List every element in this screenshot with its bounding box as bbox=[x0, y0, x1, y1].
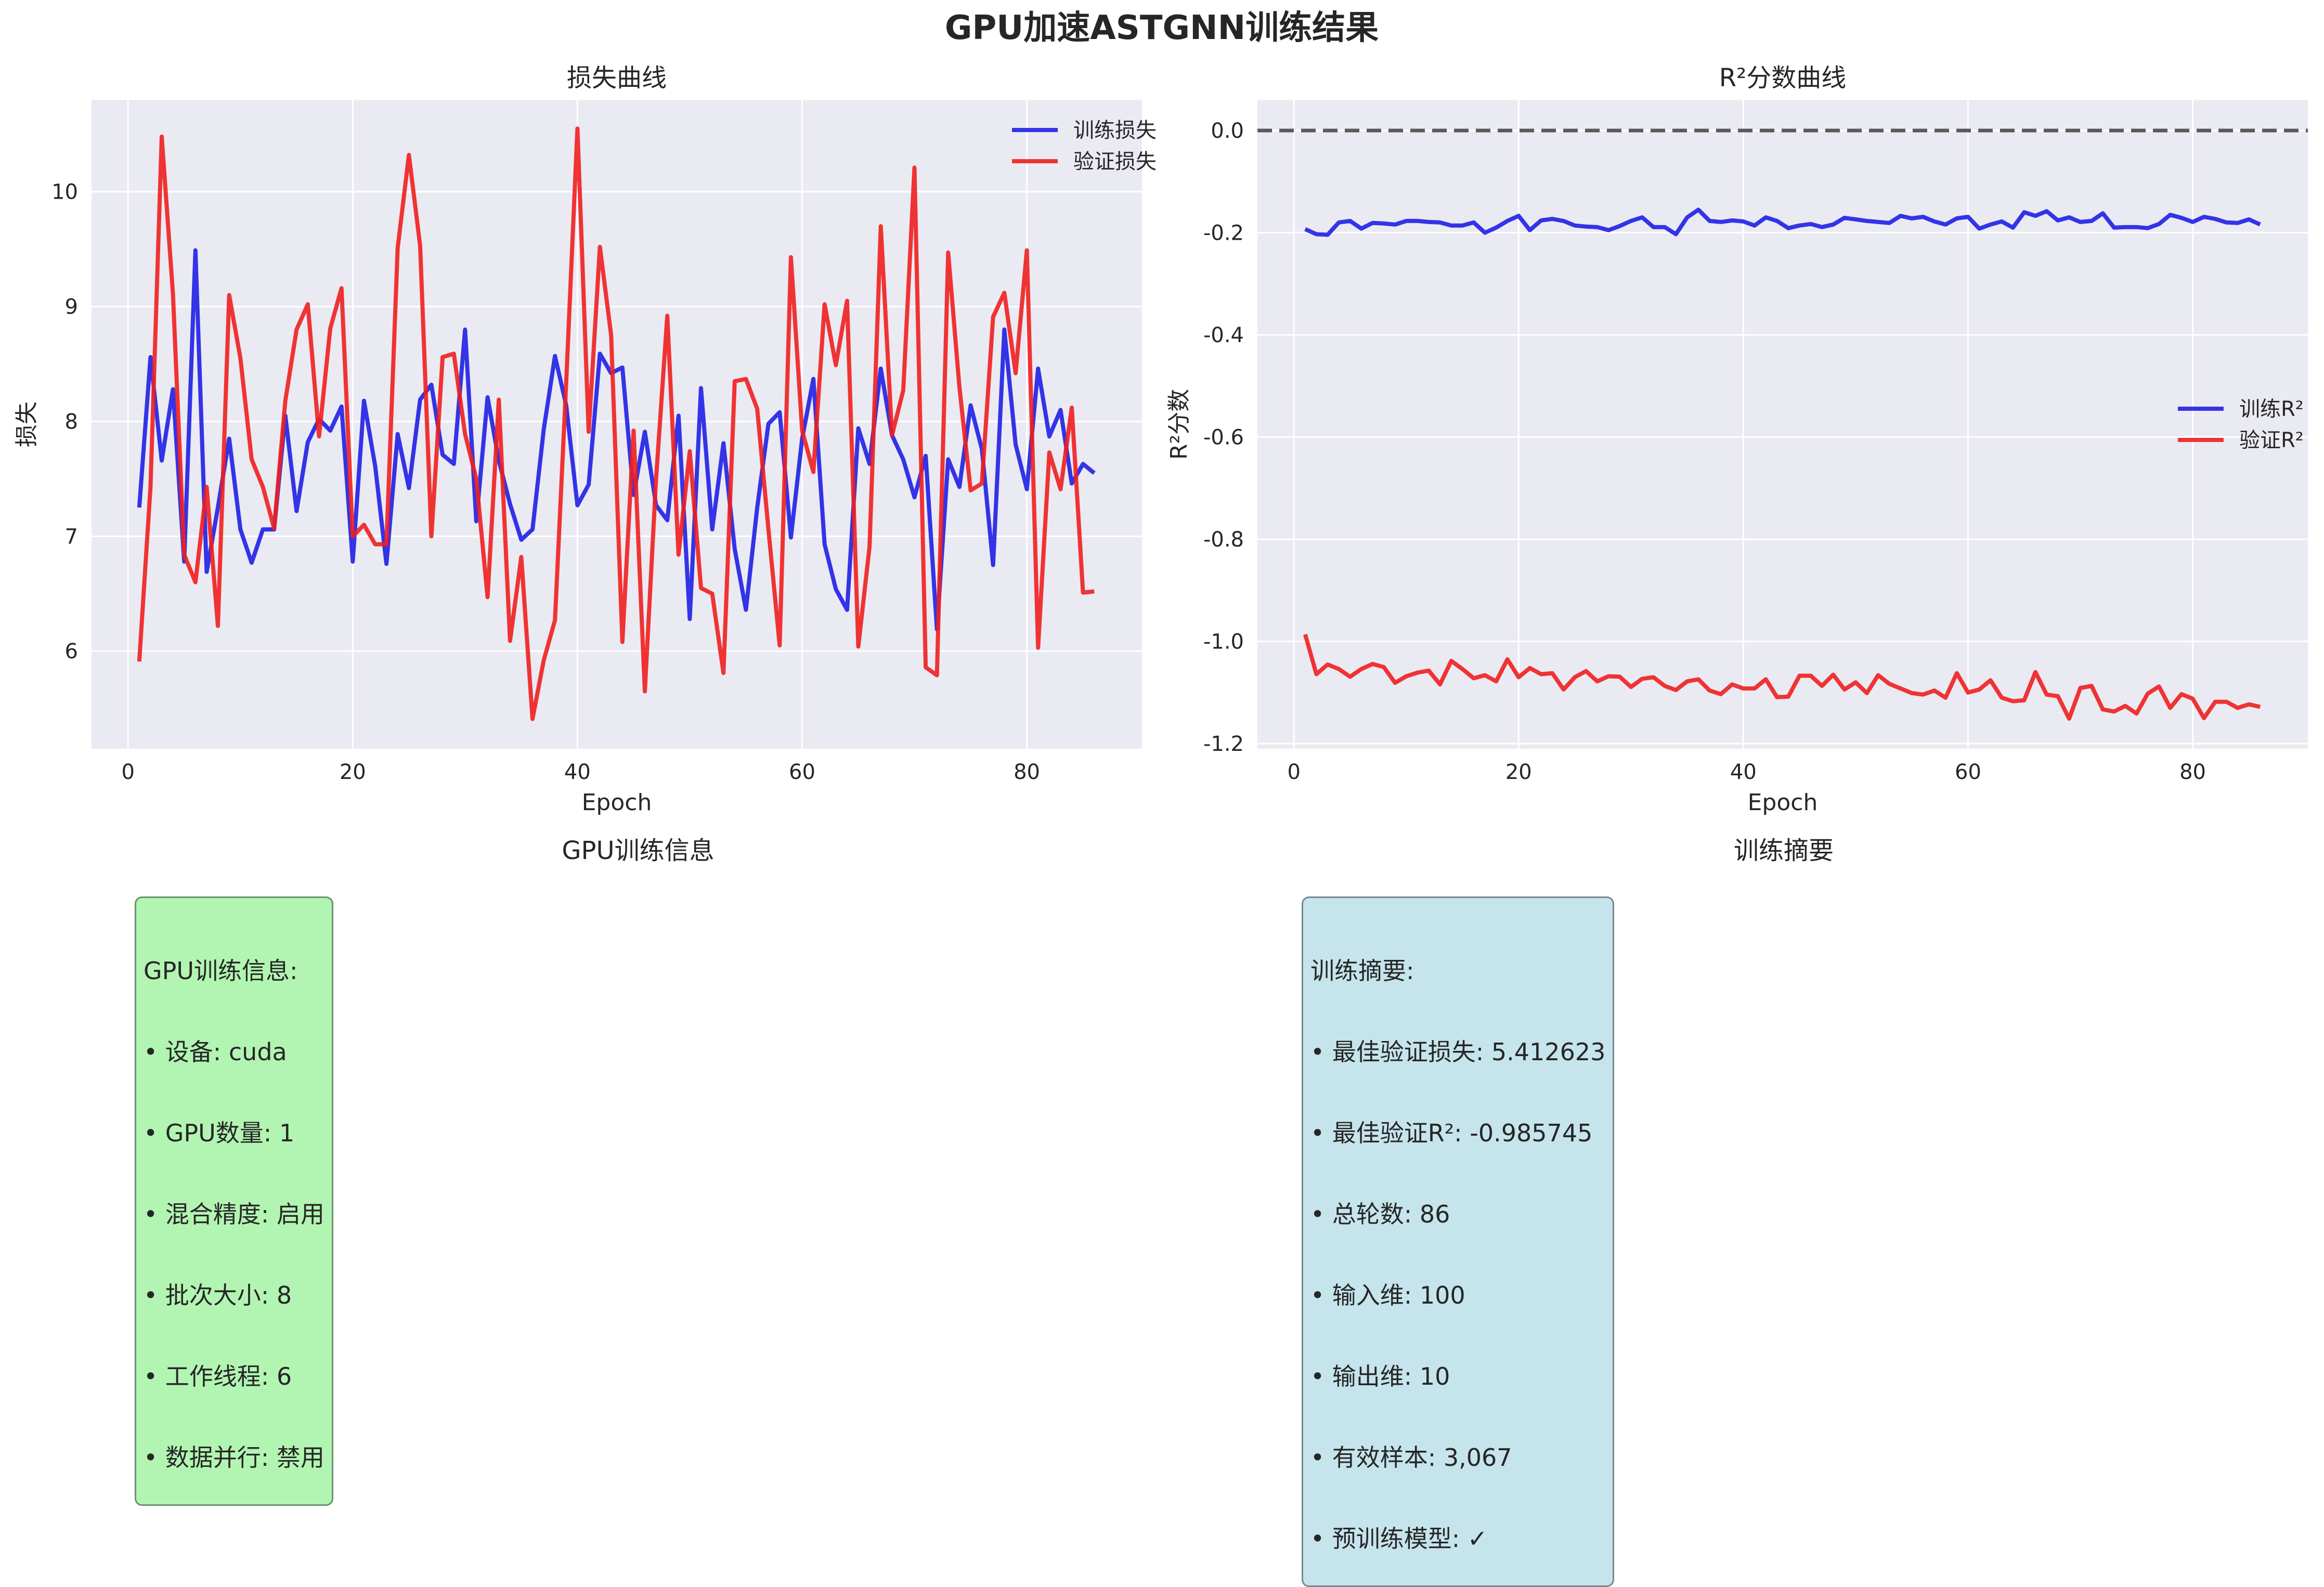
legend-label: 验证R² bbox=[2239, 428, 2304, 452]
summary-total-epochs: • 总轮数: 86 bbox=[1310, 1200, 1450, 1228]
summary-best-val-loss: • 最佳验证损失: 5.412623 bbox=[1310, 1038, 1606, 1066]
x-axis-label: Epoch bbox=[1748, 789, 1818, 816]
chart-title: R²分数曲线 bbox=[1719, 63, 1847, 93]
summary-valid-samples: • 有效样本: 3,067 bbox=[1310, 1443, 1512, 1472]
gpu-info-count: • GPU数量: 1 bbox=[144, 1119, 295, 1147]
y-axis-label: R²分数 bbox=[1166, 389, 1192, 460]
x-axis-label: Epoch bbox=[582, 789, 652, 816]
y-tick-label: -0.2 bbox=[1203, 221, 1244, 245]
y-tick-label: -1.0 bbox=[1203, 630, 1244, 654]
r2-chart: 0 20 40 60 80 0.0 -0.2 -0.4 -0.6 -0.8 -1.0 -1.2 R²分数… bbox=[1166, 63, 2308, 816]
y-axis-label: 损失 bbox=[14, 401, 40, 447]
y-tick-label: 6 bbox=[65, 640, 78, 664]
gpu-info-mixed-precision: • 混合精度: 启用 bbox=[144, 1200, 324, 1228]
summary-pretrained: • 预训练模型: ✓ bbox=[1310, 1525, 1488, 1553]
x-tick-label: 40 bbox=[1730, 760, 1757, 784]
chart-title: 损失曲线 bbox=[567, 63, 667, 93]
y-tick-label: -0.4 bbox=[1203, 323, 1244, 347]
summary-output-dim: • 输出维: 10 bbox=[1310, 1362, 1450, 1390]
y-tick-label: -0.8 bbox=[1203, 528, 1244, 552]
x-tick-label: 0 bbox=[121, 760, 134, 784]
gpu-info-workers: • 工作线程: 6 bbox=[144, 1362, 292, 1390]
training-panel-title: 训练摘要 bbox=[1734, 836, 1834, 865]
gpu-info-box: GPU训练信息: • 设备: cuda • GPU数量: 1 • 混合精度: 启… bbox=[135, 896, 333, 1506]
figure-title: GPU加速ASTGNN训练结果 bbox=[945, 9, 1379, 47]
y-tick-label: 7 bbox=[65, 525, 78, 549]
series-line-val bbox=[1303, 633, 2261, 721]
x-tick-label: 40 bbox=[564, 760, 591, 784]
gpu-info-device: • 设备: cuda bbox=[144, 1038, 287, 1066]
x-tick-label: 20 bbox=[340, 760, 366, 784]
gpu-info-heading: GPU训练信息: bbox=[144, 957, 298, 985]
training-summary-box: 训练摘要: • 最佳验证损失: 5.412623 • 最佳验证R²: -0.98… bbox=[1302, 896, 1615, 1587]
gpu-info-batch-size: • 批次大小: 8 bbox=[144, 1281, 292, 1309]
series-line-train bbox=[1304, 207, 2261, 237]
x-tick-label: 80 bbox=[2179, 760, 2206, 784]
figure-canvas: GPU加速ASTGNN训练结果 0 20 40 60 80 6 7 8 9 10 损失曲线 Epoch… bbox=[14, 9, 2308, 865]
series-line-train bbox=[137, 248, 1096, 632]
y-tick-label: 8 bbox=[65, 410, 78, 434]
summary-heading: 训练摘要: bbox=[1310, 957, 1414, 985]
series-line-val bbox=[137, 126, 1095, 721]
gpu-info-data-parallel: • 数据并行: 禁用 bbox=[144, 1443, 324, 1472]
x-tick-label: 80 bbox=[1014, 760, 1040, 784]
x-tick-label: 60 bbox=[1955, 760, 1981, 784]
gpu-panel-title: GPU训练信息 bbox=[562, 836, 714, 865]
y-tick-label: 10 bbox=[51, 180, 78, 204]
legend-label: 训练损失 bbox=[1073, 119, 1157, 142]
y-tick-label: -0.6 bbox=[1203, 426, 1244, 450]
y-tick-label: 9 bbox=[65, 295, 78, 319]
legend-label: 验证损失 bbox=[1073, 150, 1157, 174]
summary-input-dim: • 输入维: 100 bbox=[1310, 1281, 1465, 1309]
y-tick-label: -1.2 bbox=[1203, 732, 1244, 756]
summary-best-val-r2: • 最佳验证R²: -0.985745 bbox=[1310, 1119, 1593, 1147]
x-tick-label: 0 bbox=[1287, 760, 1300, 784]
y-tick-label: 0.0 bbox=[1211, 119, 1244, 143]
plot-area bbox=[1257, 100, 2308, 749]
x-tick-label: 20 bbox=[1505, 760, 1532, 784]
legend-label: 训练R² bbox=[2239, 397, 2304, 421]
x-tick-label: 60 bbox=[789, 760, 815, 784]
